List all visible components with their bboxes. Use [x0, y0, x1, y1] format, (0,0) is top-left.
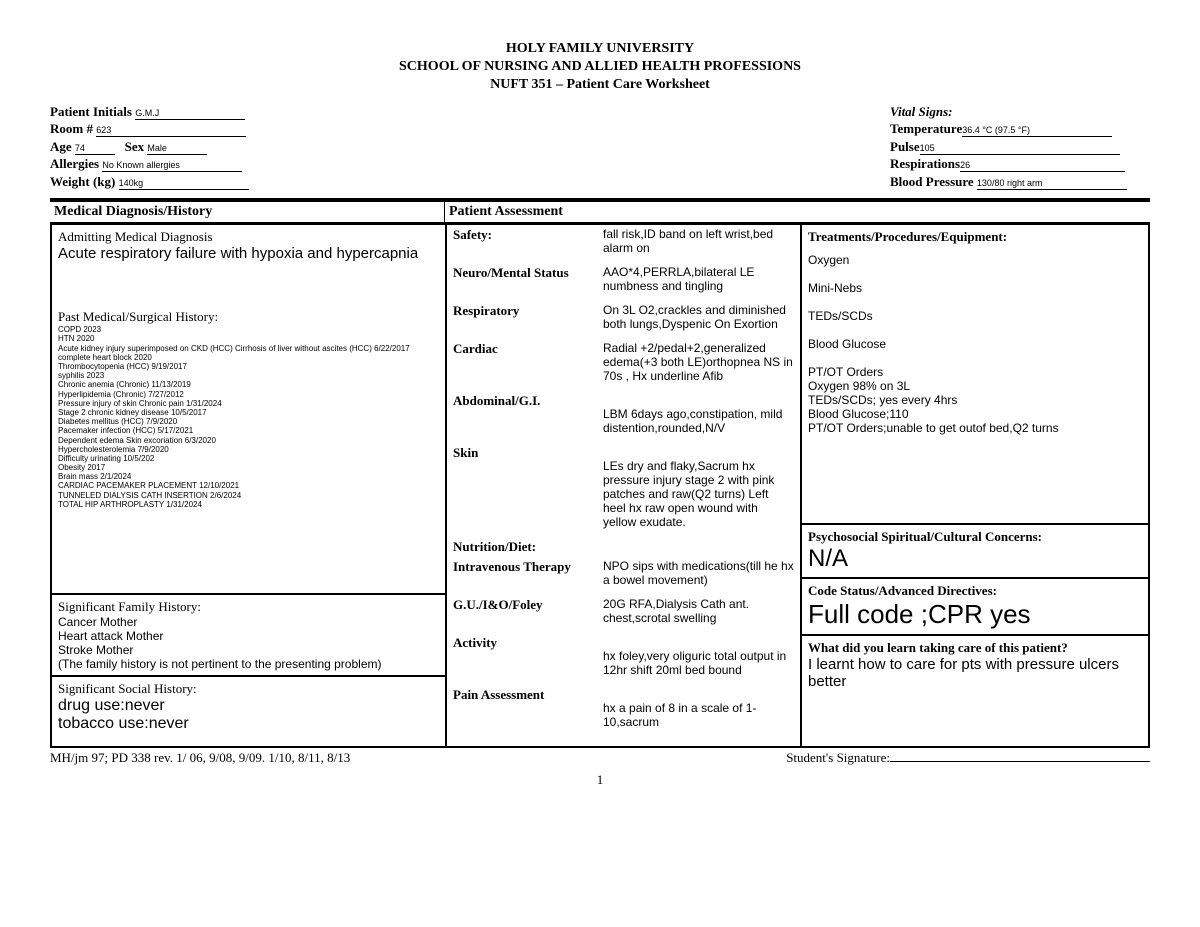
- pmh-label: Past Medical/Surgical History:: [58, 309, 439, 325]
- top-info-row: Patient Initials G.M.J Room # 623 Age 74…: [50, 103, 1150, 191]
- pain-value: hx a pain of 8 in a scale of 1-10,sacrum: [603, 687, 794, 729]
- signature-line: [890, 761, 1150, 762]
- pulse-label: Pulse: [890, 139, 920, 154]
- header-line2: SCHOOL OF NURSING AND ALLIED HEALTH PROF…: [50, 58, 1150, 76]
- resp-label: Respiratory: [453, 303, 603, 331]
- gu-value: 20G RFA,Dialysis Cath ant. chest,scrotal…: [603, 597, 794, 625]
- psychosocial-label: Psychosocial Spiritual/Cultural Concerns…: [808, 529, 1142, 545]
- admitting-dx-value: Acute respiratory failure with hypoxia a…: [58, 245, 439, 262]
- patient-initials: G.M.J: [135, 107, 245, 120]
- learning-label: What did you learn taking care of this p…: [808, 640, 1142, 656]
- safety-label: Safety:: [453, 227, 603, 255]
- treatments-cell: Treatments/Procedures/Equipment: Oxygen …: [802, 225, 1148, 525]
- bp-value: 130/80 right arm: [977, 177, 1127, 190]
- nutrition-value: [603, 539, 794, 555]
- temp-value: 36.4 °C (97.5 °F): [962, 124, 1112, 137]
- neuro-value: AAO*4,PERRLA,bilateral LE numbness and t…: [603, 265, 794, 293]
- room-label: Room #: [50, 121, 93, 136]
- pmh-value: COPD 2023 HTN 2020 Acute kidney injury s…: [58, 325, 439, 509]
- treatments-value: Oxygen Mini-Nebs TEDs/SCDs Blood Glucose…: [808, 253, 1142, 435]
- section-header-row: Medical Diagnosis/History Patient Assess…: [50, 202, 1150, 223]
- age-label: Age: [50, 139, 72, 154]
- learning-value: I learnt how to care for pts with pressu…: [808, 656, 1142, 690]
- sex-value: Male: [147, 142, 207, 155]
- page-number: 1: [50, 772, 1150, 788]
- famhx-cell: Significant Family History: Cancer Mothe…: [52, 595, 445, 677]
- sex-label: Sex: [125, 139, 145, 154]
- middle-column: Safety:fall risk,ID band on left wrist,b…: [447, 225, 802, 746]
- patient-info-block: Patient Initials G.M.J Room # 623 Age 74…: [50, 103, 249, 191]
- sochx-label: Significant Social History:: [58, 681, 439, 697]
- vitals-block: Vital Signs: Temperature36.4 °C (97.5 °F…: [890, 103, 1150, 191]
- code-status-value: Full code ;CPR yes: [808, 599, 1142, 630]
- bp-label: Blood Pressure: [890, 174, 974, 189]
- footer-row: MH/jm 97; PD 338 rev. 1/ 06, 9/08, 9/09.…: [50, 750, 1150, 766]
- neuro-label: Neuro/Mental Status: [453, 265, 603, 293]
- skin-label: Skin: [453, 445, 603, 529]
- code-status-cell: Code Status/Advanced Directives: Full co…: [802, 579, 1148, 636]
- resp-label: Respirations: [890, 156, 960, 171]
- resp-value: 26: [960, 159, 1125, 172]
- left-column: Admitting Medical Diagnosis Acute respir…: [52, 225, 447, 746]
- pulse-value: 105: [920, 142, 1120, 155]
- patient-assessment-header: Patient Assessment: [445, 202, 1150, 223]
- admitting-dx-cell: Admitting Medical Diagnosis Acute respir…: [52, 225, 445, 305]
- gu-label: G.U./I&O/Foley: [453, 597, 603, 625]
- main-grid: Admitting Medical Diagnosis Acute respir…: [50, 223, 1150, 748]
- signature-label: Student's Signature:: [786, 750, 890, 765]
- gi-value: LBM 6days ago,constipation, mild distent…: [603, 393, 794, 435]
- header-line1: HOLY FAMILY UNIVERSITY: [50, 40, 1150, 58]
- cardiac-value: Radial +2/pedal+2,generalized edema(+3 b…: [603, 341, 794, 383]
- header-line3: NUFT 351 – Patient Care Worksheet: [50, 76, 1150, 94]
- nutrition-label: Nutrition/Diet:: [453, 539, 603, 555]
- sochx-cell: Significant Social History: drug use:nev…: [52, 677, 445, 737]
- weight-value: 140kg: [119, 177, 249, 190]
- temp-label: Temperature: [890, 121, 962, 136]
- revision-text: MH/jm 97; PD 338 rev. 1/ 06, 9/08, 9/09.…: [50, 750, 350, 766]
- skin-value: LEs dry and flaky,Sacrum hx pressure inj…: [603, 445, 794, 529]
- allergies-label: Allergies: [50, 156, 99, 171]
- gi-label: Abdominal/G.I.: [453, 393, 603, 435]
- medical-history-header: Medical Diagnosis/History: [50, 202, 445, 223]
- iv-label: Intravenous Therapy: [453, 559, 603, 587]
- cardiac-label: Cardiac: [453, 341, 603, 383]
- vitals-title: Vital Signs:: [890, 103, 1150, 121]
- admitting-dx-label: Admitting Medical Diagnosis: [58, 229, 439, 245]
- iv-value: NPO sips with medications(till he hx a b…: [603, 559, 794, 587]
- weight-label: Weight (kg): [50, 174, 115, 189]
- learning-cell: What did you learn taking care of this p…: [802, 636, 1148, 746]
- sochx-value: drug use:never tobacco use:never: [58, 697, 439, 733]
- activity-label: Activity: [453, 635, 603, 677]
- psychosocial-cell: Psychosocial Spiritual/Cultural Concerns…: [802, 525, 1148, 579]
- right-column: Treatments/Procedures/Equipment: Oxygen …: [802, 225, 1148, 746]
- code-status-label: Code Status/Advanced Directives:: [808, 583, 1142, 599]
- age-value: 74: [75, 142, 115, 155]
- pain-label: Pain Assessment: [453, 687, 603, 729]
- patient-initials-label: Patient Initials: [50, 104, 132, 119]
- activity-value: hx foley,very oliguric total output in 1…: [603, 635, 794, 677]
- document-header: HOLY FAMILY UNIVERSITY SCHOOL OF NURSING…: [50, 40, 1150, 95]
- room-number: 623: [96, 124, 246, 137]
- allergies-value: No Known allergies: [102, 159, 242, 172]
- pmh-cell: Past Medical/Surgical History: COPD 2023…: [52, 305, 445, 595]
- resp-value: On 3L O2,crackles and diminished both lu…: [603, 303, 794, 331]
- famhx-label: Significant Family History:: [58, 599, 439, 615]
- safety-value: fall risk,ID band on left wrist,bed alar…: [603, 227, 794, 255]
- psychosocial-value: N/A: [808, 545, 1142, 573]
- famhx-value: Cancer Mother Heart attack Mother Stroke…: [58, 615, 439, 671]
- treatments-label: Treatments/Procedures/Equipment:: [808, 229, 1142, 245]
